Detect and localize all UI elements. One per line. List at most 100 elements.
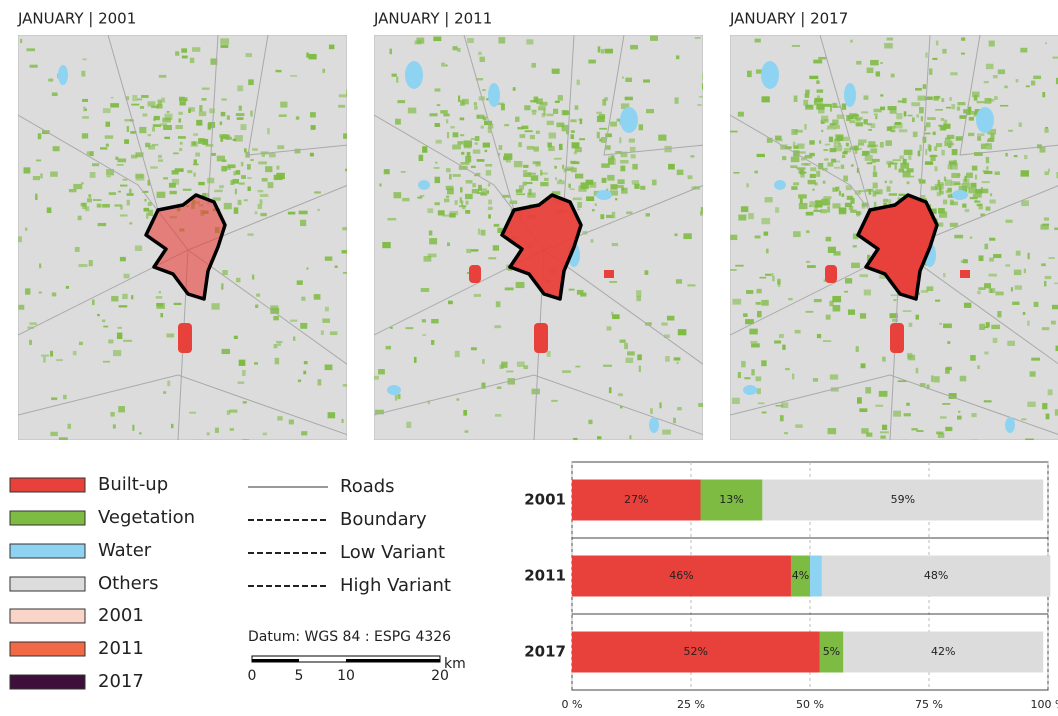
vegetation-patch — [482, 116, 487, 121]
vegetation-patch — [888, 199, 892, 204]
vegetation-patch — [798, 194, 807, 199]
vegetation-patch — [951, 181, 956, 186]
vegetation-patch — [983, 171, 993, 175]
vegetation-patch — [796, 167, 806, 170]
vegetation-patch — [749, 328, 758, 335]
vegetation-patch — [827, 206, 831, 213]
vegetation-patch — [977, 290, 981, 295]
vegetation-patch — [925, 122, 931, 128]
vegetation-patch — [764, 197, 773, 203]
vegetation-patch — [308, 53, 317, 60]
vegetation-patch — [87, 198, 92, 203]
vegetation-patch — [106, 175, 111, 178]
vegetation-patch — [755, 69, 763, 74]
vegetation-patch — [452, 174, 461, 177]
vegetation-patch — [229, 427, 234, 431]
vegetation-patch — [571, 161, 580, 165]
vegetation-patch — [950, 72, 958, 76]
vegetation-patch — [796, 143, 805, 149]
vegetation-patch — [1027, 320, 1030, 326]
vegetation-patch — [852, 245, 857, 248]
vegetation-patch — [174, 168, 184, 172]
vegetation-patch — [610, 311, 614, 316]
vegetation-patch — [989, 257, 994, 262]
vegetation-patch — [947, 194, 956, 198]
vegetation-patch — [214, 427, 220, 433]
vegetation-patch — [902, 158, 907, 165]
vegetation-patch — [690, 155, 695, 158]
vegetation-patch — [919, 383, 926, 387]
vegetation-patch — [759, 276, 767, 279]
vegetation-patch — [435, 161, 438, 164]
vegetation-patch — [730, 269, 737, 271]
vegetation-patch — [1045, 126, 1048, 129]
vegetation-patch — [1010, 287, 1013, 292]
vegetation-patch — [981, 181, 990, 184]
vegetation-patch — [343, 133, 347, 139]
vegetation-patch — [977, 133, 985, 136]
vegetation-patch — [870, 161, 876, 164]
vegetation-patch — [860, 363, 866, 369]
vegetation-patch — [556, 122, 565, 128]
vegetation-patch — [296, 280, 303, 285]
vegetation-patch — [236, 117, 244, 120]
vegetation-patch — [825, 314, 831, 320]
vegetation-patch — [885, 140, 892, 146]
vegetation-patch — [579, 118, 583, 125]
vegetation-patch — [131, 103, 140, 106]
vegetation-patch — [820, 119, 824, 122]
vegetation-patch — [240, 161, 244, 167]
vegetation-patch — [463, 409, 468, 416]
vegetation-patch — [620, 165, 626, 172]
vegetation-patch — [944, 179, 952, 186]
vegetation-patch — [117, 158, 127, 163]
vegetation-patch — [854, 190, 861, 195]
vegetation-patch — [873, 201, 877, 208]
vegetation-patch — [837, 135, 843, 141]
vegetation-patch — [52, 146, 60, 152]
road — [730, 374, 1058, 435]
vegetation-patch — [480, 188, 487, 195]
vegetation-patch — [447, 188, 454, 195]
water-body — [405, 61, 423, 89]
vegetation-patch — [566, 131, 570, 135]
vegetation-patch — [400, 171, 406, 173]
vegetation-patch — [1020, 170, 1029, 177]
vegetation-patch — [954, 181, 961, 184]
vegetation-patch — [925, 161, 934, 165]
vegetation-patch — [902, 310, 912, 312]
vegetation-patch — [997, 69, 1006, 75]
legend-swatch — [9, 608, 86, 624]
vegetation-patch — [873, 108, 882, 113]
vegetation-patch — [25, 288, 31, 295]
vegetation-patch — [793, 145, 799, 149]
vegetation-patch — [220, 135, 224, 142]
vegetation-patch — [988, 273, 997, 277]
vegetation-patch — [875, 71, 881, 77]
vegetation-patch — [497, 152, 501, 156]
vegetation-patch — [626, 211, 633, 215]
vegetation-patch — [920, 116, 924, 122]
vegetation-patch — [988, 40, 995, 47]
vegetation-patch — [1005, 152, 1008, 157]
vegetation-patch — [645, 322, 652, 326]
vegetation-patch — [202, 138, 209, 145]
vegetation-patch — [118, 305, 128, 308]
vegetation-patch — [903, 111, 907, 117]
vegetation-patch — [406, 421, 412, 429]
vegetation-patch — [247, 233, 254, 236]
vegetation-patch — [834, 125, 840, 129]
vegetation-patch — [882, 356, 886, 362]
vegetation-patch — [237, 199, 242, 206]
vegetation-patch — [977, 136, 982, 141]
vegetation-patch — [314, 191, 321, 194]
vegetation-patch — [1047, 168, 1050, 173]
vegetation-patch — [946, 106, 952, 109]
vegetation-patch — [596, 115, 605, 123]
vegetation-patch — [522, 170, 528, 172]
vegetation-patch — [126, 193, 134, 196]
vegetation-patch — [990, 288, 993, 293]
vegetation-patch — [480, 193, 488, 196]
vegetation-patch — [890, 294, 900, 297]
vegetation-patch — [886, 186, 891, 192]
